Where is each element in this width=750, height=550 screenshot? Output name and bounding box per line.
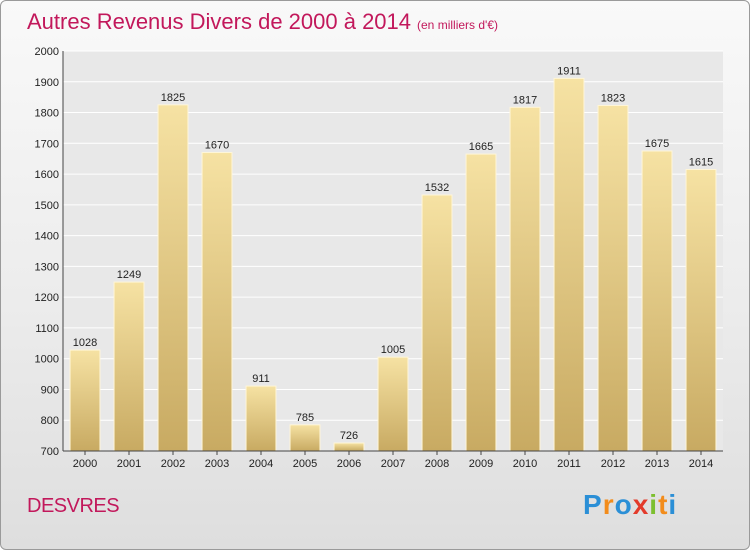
logo-letter: o <box>614 489 633 520</box>
bar-value-label: 1911 <box>557 65 581 77</box>
bar <box>377 356 409 452</box>
logo-letter: P <box>583 489 603 520</box>
x-tick-label: 2005 <box>293 458 317 470</box>
bar <box>685 168 717 452</box>
bar <box>333 442 365 452</box>
bar <box>641 150 673 452</box>
bar-value-label: 1615 <box>689 156 713 168</box>
x-tick-label: 2001 <box>117 458 141 470</box>
logo-letter: i <box>649 489 659 520</box>
y-tick-label: 1000 <box>35 354 59 366</box>
y-tick-label: 1700 <box>35 138 59 150</box>
logo-letter: t <box>658 489 669 520</box>
commune-name: DESVRES <box>27 495 120 517</box>
y-tick-label: 800 <box>41 415 59 427</box>
y-tick-label: 1100 <box>35 323 59 335</box>
y-tick-label: 700 <box>41 446 59 458</box>
x-tick-label: 2009 <box>469 458 493 470</box>
bar <box>245 385 277 452</box>
y-tick-label: 1500 <box>35 200 59 212</box>
chart-title: Autres Revenus Divers de 2000 à 2014 (en … <box>27 9 498 35</box>
y-tick-label: 900 <box>41 384 59 396</box>
x-tick-label: 2010 <box>513 458 537 470</box>
logo-letter: i <box>668 489 678 520</box>
x-tick-label: 2007 <box>381 458 405 470</box>
x-tick-label: 2013 <box>645 458 669 470</box>
bar-value-label: 1665 <box>469 141 493 153</box>
bar-value-label: 1823 <box>601 92 625 104</box>
bar <box>201 152 233 452</box>
bar <box>157 104 189 452</box>
x-tick-label: 2006 <box>337 458 361 470</box>
y-tick-label: 1900 <box>35 77 59 89</box>
bar <box>509 106 541 452</box>
bar-value-label: 1028 <box>73 337 97 349</box>
x-tick-label: 2003 <box>205 458 229 470</box>
bar-value-label: 911 <box>252 373 270 385</box>
bar-value-label: 726 <box>340 430 358 442</box>
logo-letter: r <box>602 489 615 520</box>
bar <box>465 153 497 452</box>
bar-value-label: 1005 <box>381 344 405 356</box>
y-tick-label: 2000 <box>35 46 59 58</box>
chart-title-text: Autres Revenus Divers de 2000 à 2014 <box>27 9 412 34</box>
x-tick-label: 2014 <box>689 458 713 470</box>
proxiti-logo: Proxiti <box>583 489 677 521</box>
y-tick-label: 1200 <box>35 292 59 304</box>
y-tick-label: 1800 <box>35 108 59 120</box>
x-tick-label: 2002 <box>161 458 185 470</box>
logo-letter: x <box>632 489 650 520</box>
bar <box>113 281 145 452</box>
bar-value-label: 1532 <box>425 182 449 194</box>
y-tick-label: 1600 <box>35 169 59 181</box>
bar <box>69 349 101 452</box>
y-tick-label: 1300 <box>35 261 59 273</box>
x-tick-label: 2011 <box>557 458 581 470</box>
bar-value-label: 1249 <box>117 269 141 281</box>
bar-value-label: 1817 <box>513 94 537 106</box>
y-axis: 700 800 900 1000 1100 1200 1300 1400 1500 1600 170… <box>35 46 64 458</box>
bar <box>289 424 321 452</box>
bar-value-label: 1670 <box>205 140 229 152</box>
x-tick-label: 2000 <box>73 458 97 470</box>
bar <box>597 104 629 452</box>
bars: 1028 1249 1825 1670 911 785 726 1005 1532 1665 181… <box>69 65 717 452</box>
bar <box>421 194 453 452</box>
x-tick-label: 2004 <box>249 458 273 470</box>
x-axis: 2000 2001 2002 2003 2004 2005 2006 2007 2008 2009… <box>63 450 723 470</box>
bar <box>553 77 585 452</box>
chart-subtitle: (en milliers d'€) <box>417 18 498 32</box>
x-tick-label: 2012 <box>601 458 625 470</box>
x-tick-label: 2008 <box>425 458 449 470</box>
bar-value-label: 1675 <box>645 138 669 150</box>
y-tick-label: 1400 <box>35 231 59 243</box>
bar-value-label: 1825 <box>161 92 185 104</box>
bar-value-label: 785 <box>296 412 314 424</box>
